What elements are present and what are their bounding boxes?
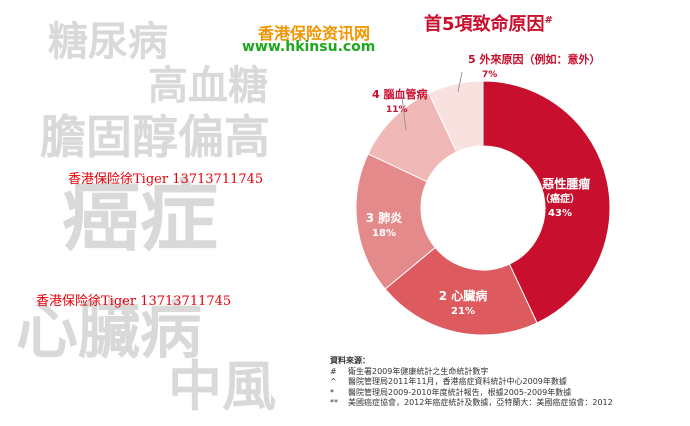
bg-word-high-cholesterol: 膽固醇偏高	[40, 110, 270, 164]
slice-5	[428, 80, 484, 153]
slice-label-4: 4 腦血管病	[372, 87, 427, 101]
source-item: # 衛生署2009年健康統計之生命統計數字	[330, 367, 690, 378]
chart-title-text: 首5項致命原因	[424, 14, 545, 35]
source-text: 衛生署2009年健康統計之生命統計數字	[348, 366, 489, 376]
slice-1	[482, 80, 611, 324]
source-text: 醫院管理局2009-2010年度統計報告，根據2005-2009年數據	[348, 387, 572, 397]
watermark-contact: 香港保险徐Tiger 13713711745	[68, 172, 264, 187]
source-mark: #	[330, 366, 337, 376]
slice-label-1: 1 惡性腫瘤	[530, 176, 591, 191]
sources-note: 資料來源： # 衛生署2009年健康統計之生命統計數字 ^ 醫院管理局2011年11…	[330, 356, 690, 409]
source-mark: *	[330, 387, 334, 397]
chart-title: 首5項致命原因#	[424, 10, 553, 36]
slice-2	[384, 246, 538, 336]
sources-title: 資料來源：	[330, 356, 370, 365]
source-item: ^ 醫院管理局2011年11月，香港癌症資料統計中心2009年數據	[330, 377, 690, 388]
slice-value-2: 21%	[451, 306, 475, 317]
slice-value-4: 11%	[386, 105, 408, 115]
source-item: ** 美國癌症協會，2012年癌症統計及數據，亞特蘭大：美國癌症協會：2012	[330, 398, 690, 409]
bg-word-high-blood-sugar: 高血糖	[148, 63, 268, 109]
slice-value-5: 7%	[482, 70, 497, 80]
source-text: 美國癌症協會，2012年癌症統計及數據，亞特蘭大：美國癌症協會：2012	[348, 398, 613, 408]
slice-3	[355, 153, 436, 290]
watermark-contact: 香港保险徐Tiger 13713711745	[36, 294, 232, 309]
slice-value-1: 43%	[548, 208, 572, 219]
slice-value-3: 18%	[372, 228, 396, 239]
bg-word-cancer: 癌症	[62, 172, 219, 262]
slice-sublabel-1: （癌症）	[540, 192, 580, 205]
slice-label-5: 5 外來原因（例如：意外）	[468, 52, 600, 66]
bg-word-diabetes: 糖尿病	[48, 19, 168, 65]
chart-title-mark: #	[544, 15, 553, 26]
bg-word-heart-disease: 心臟病	[16, 294, 203, 367]
source-mark: **	[330, 398, 338, 408]
source-mark: ^	[330, 377, 337, 387]
slice-label-3: 3 肺炎	[366, 210, 403, 225]
bg-word-stroke: 中風	[168, 355, 276, 418]
source-text: 醫院管理局2011年11月，香港癌症資料統計中心2009年數據	[348, 377, 567, 387]
source-item: * 醫院管理局2009-2010年度統計報告，根據2005-2009年數據	[330, 388, 690, 399]
slice-label-2: 2 心臟病	[439, 288, 488, 303]
leader-line-5	[457, 71, 463, 93]
site-name: 香港保险资讯网	[258, 24, 371, 43]
leader-line-4	[401, 96, 407, 131]
site-url[interactable]: www.hkinsu.com	[242, 39, 376, 55]
